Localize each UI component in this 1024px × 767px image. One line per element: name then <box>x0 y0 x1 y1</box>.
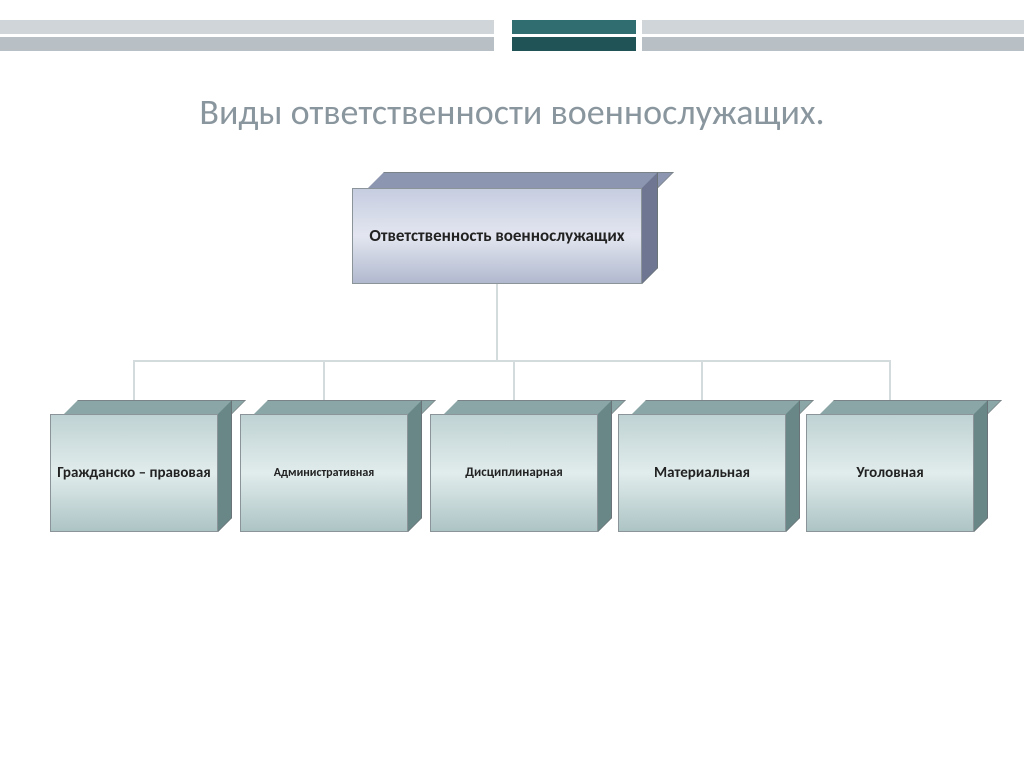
child-node-1-side-face <box>408 400 422 532</box>
connector-bus <box>133 360 891 362</box>
child-node-2: Дисциплинарная <box>430 400 612 532</box>
child-node-1: Административная <box>240 400 422 532</box>
child-node-2-side-face <box>598 400 612 532</box>
connector-drop-4 <box>889 360 891 400</box>
child-node-0-front: Гражданско – правовая <box>50 414 218 532</box>
root-node-label: Ответственность военнослужащих <box>369 225 624 246</box>
child-node-0-side-face <box>218 400 232 532</box>
child-node-1-label: Административная <box>274 466 374 481</box>
child-node-1-front: Административная <box>240 414 408 532</box>
child-node-4-side-face <box>974 400 988 532</box>
child-node-3-side-face <box>786 400 800 532</box>
connector-drop-0 <box>133 360 135 400</box>
slide: Виды ответственности военнослужащих. Отв… <box>0 0 1024 767</box>
root-node-side-face <box>642 172 658 284</box>
child-node-2-front: Дисциплинарная <box>430 414 598 532</box>
top-accent <box>0 20 1024 51</box>
child-node-4-label: Уголовная <box>856 464 923 483</box>
slide-title: Виды ответственности военнослужащих. <box>0 90 1024 134</box>
connector-drop-2 <box>513 360 515 400</box>
root-node-front: Ответственность военнослужащих <box>352 188 642 284</box>
child-node-3-front: Материальная <box>618 414 786 532</box>
root-node: Ответственность военнослужащих <box>352 172 658 284</box>
child-node-3-label: Материальная <box>654 464 750 483</box>
slide-title-text: Виды ответственности военнослужащих. <box>199 90 824 134</box>
child-node-2-label: Дисциплинарная <box>465 465 562 481</box>
connector-drop-3 <box>701 360 703 400</box>
child-node-4-front: Уголовная <box>806 414 974 532</box>
connector-drop-1 <box>323 360 325 400</box>
child-node-0-label: Гражданско – правовая <box>57 464 210 483</box>
child-node-0: Гражданско – правовая <box>50 400 232 532</box>
connector-root-stem <box>496 284 498 360</box>
root-node-top-face <box>368 172 674 188</box>
child-node-3: Материальная <box>618 400 800 532</box>
child-node-4: Уголовная <box>806 400 988 532</box>
